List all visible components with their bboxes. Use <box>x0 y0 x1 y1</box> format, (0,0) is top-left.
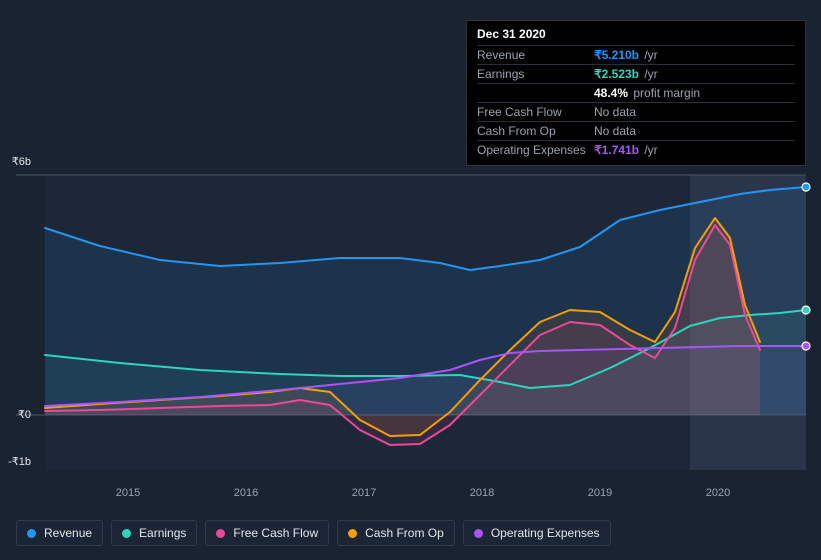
tooltip-row: Free Cash FlowNo data <box>477 102 795 121</box>
tooltip-row: Operating Expenses₹1.741b /yr <box>477 140 795 159</box>
legend-item[interactable]: Cash From Op <box>337 520 455 546</box>
tooltip-row: 48.4% profit margin <box>477 83 795 102</box>
legend-label: Revenue <box>44 526 92 540</box>
y-axis-label: ₹6b <box>0 155 31 168</box>
tooltip-row-label: Free Cash Flow <box>477 105 594 119</box>
tooltip-row: Cash From OpNo data <box>477 121 795 140</box>
data-tooltip: Dec 31 2020 Revenue₹5.210b /yrEarnings₹2… <box>466 20 806 166</box>
tooltip-row-label: Revenue <box>477 48 594 62</box>
legend-dot-icon <box>216 529 225 538</box>
tooltip-row: Revenue₹5.210b /yr <box>477 45 795 64</box>
tooltip-row-value: No data <box>594 124 795 138</box>
x-axis-label: 2016 <box>234 487 258 499</box>
chart-legend: Revenue Earnings Free Cash Flow Cash From O… <box>16 520 611 546</box>
tooltip-date: Dec 31 2020 <box>477 27 795 45</box>
chart-svg <box>0 150 821 510</box>
tooltip-row-label <box>477 86 594 100</box>
legend-label: Operating Expenses <box>491 526 600 540</box>
tooltip-row-value: No data <box>594 105 795 119</box>
legend-item[interactable]: Operating Expenses <box>463 520 611 546</box>
legend-item[interactable]: Free Cash Flow <box>205 520 329 546</box>
tooltip-row-label: Earnings <box>477 67 594 81</box>
financials-chart: ₹6b ₹0 -₹1b 2015 2016 2017 2018 2019 2020 <box>0 150 821 510</box>
tooltip-row-value: 48.4% profit margin <box>594 86 795 100</box>
tooltip-row-value: ₹5.210b /yr <box>594 48 795 62</box>
tooltip-row: Earnings₹2.523b /yr <box>477 64 795 83</box>
y-axis-label: ₹0 <box>0 408 31 421</box>
x-axis-label: 2019 <box>588 487 612 499</box>
legend-dot-icon <box>122 529 131 538</box>
legend-dot-icon <box>27 529 36 538</box>
tooltip-row-value: ₹1.741b /yr <box>594 143 795 157</box>
tooltip-row-value: ₹2.523b /yr <box>594 67 795 81</box>
legend-label: Free Cash Flow <box>233 526 318 540</box>
legend-label: Cash From Op <box>365 526 444 540</box>
x-axis-label: 2017 <box>352 487 376 499</box>
legend-item[interactable]: Earnings <box>111 520 197 546</box>
x-axis-label: 2015 <box>116 487 140 499</box>
x-axis-label: 2020 <box>706 487 730 499</box>
x-axis-label: 2018 <box>470 487 494 499</box>
legend-label: Earnings <box>139 526 186 540</box>
legend-dot-icon <box>474 529 483 538</box>
tooltip-row-label: Cash From Op <box>477 124 594 138</box>
legend-dot-icon <box>348 529 357 538</box>
y-axis-label: -₹1b <box>0 455 31 468</box>
legend-item[interactable]: Revenue <box>16 520 103 546</box>
tooltip-row-label: Operating Expenses <box>477 143 594 157</box>
